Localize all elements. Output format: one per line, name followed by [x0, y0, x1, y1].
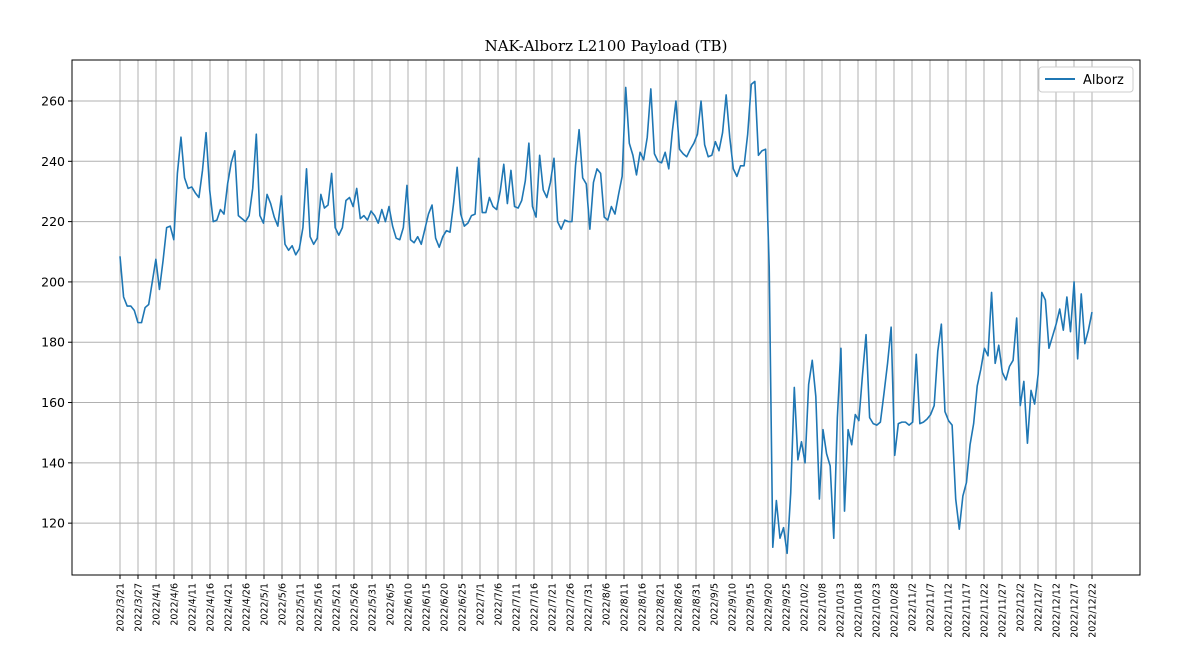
- x-tick-label: 2022/4/16: [206, 583, 217, 632]
- x-tick-label: 2022/3/21: [116, 583, 127, 632]
- x-tick-label: 2022/11/27: [998, 583, 1009, 638]
- y-tick-label: 180: [41, 335, 65, 350]
- x-tick-label: 2022/3/27: [134, 583, 145, 632]
- x-tick-label: 2022/7/6: [494, 583, 505, 626]
- y-axis: 120 140 160 180 200 220 240 260: [41, 94, 72, 531]
- x-tick-label: 2022/10/2: [800, 583, 811, 632]
- x-tick-label: 2022/5/16: [314, 583, 325, 632]
- x-tick-label: 2022/10/23: [872, 583, 883, 638]
- x-tick-label: 2022/9/5: [710, 583, 721, 626]
- x-tick-label: 2022/8/26: [674, 583, 685, 632]
- chart-title: NAK-Alborz L2100 Payload (TB): [485, 37, 728, 55]
- x-tick-label: 2022/5/1: [260, 583, 271, 626]
- x-tick-label: 2022/9/10: [728, 583, 739, 632]
- x-tick-label: 2022/8/11: [620, 583, 631, 632]
- x-axis: 2022/3/21 2022/3/27 2022/4/1 2022/4/6 2022/4…: [116, 575, 1099, 638]
- x-tick-label: 2022/10/28: [890, 583, 901, 638]
- y-tick-label: 160: [41, 395, 65, 410]
- y-tick-label: 140: [41, 455, 65, 470]
- x-tick-label: 2022/10/18: [854, 583, 865, 638]
- x-tick-label: 2022/7/11: [512, 583, 523, 632]
- x-tick-label: 2022/12/2: [1016, 583, 1027, 632]
- x-tick-label: 2022/5/31: [368, 583, 379, 632]
- x-tick-label: 2022/6/25: [458, 583, 469, 632]
- x-tick-label: 2022/5/6: [278, 583, 289, 626]
- y-tick-label: 240: [41, 154, 65, 169]
- x-tick-label: 2022/7/21: [548, 583, 559, 632]
- series-layer: [119, 80, 1093, 555]
- legend-box: [1038, 66, 1134, 93]
- x-tick-label: 2022/12/7: [1034, 583, 1045, 632]
- series-line-alborz: [119, 80, 1093, 555]
- x-tick-label: 2022/7/1: [476, 583, 487, 626]
- x-tick-label: 2022/10/13: [836, 583, 847, 638]
- x-tick-label: 2022/8/16: [638, 583, 649, 632]
- legend-label: Alborz: [1083, 73, 1124, 88]
- x-tick-label: 2022/8/21: [656, 583, 667, 632]
- y-tick-label: 220: [41, 214, 65, 229]
- x-tick-label: 2022/11/12: [944, 583, 955, 638]
- x-tick-label: 2022/7/26: [566, 583, 577, 632]
- x-tick-label: 2022/4/1: [152, 583, 163, 626]
- x-tick-label: 2022/8/31: [692, 583, 703, 632]
- legend: Alborz: [1038, 66, 1134, 93]
- x-tick-label: 2022/11/7: [926, 583, 937, 632]
- x-tick-label: 2022/11/2: [908, 583, 919, 632]
- x-tick-label: 2022/9/25: [782, 583, 793, 632]
- x-tick-label: 2022/5/11: [296, 583, 307, 632]
- x-tick-label: 2022/5/26: [350, 583, 361, 632]
- x-tick-label: 2022/5/21: [332, 583, 343, 632]
- x-tick-label: 2022/6/10: [404, 583, 415, 632]
- x-tick-label: 2022/4/6: [170, 583, 181, 626]
- x-tick-label: 2022/6/20: [440, 583, 451, 632]
- x-tick-label: 2022/8/6: [602, 583, 613, 626]
- grid: [72, 60, 1140, 575]
- x-tick-label: 2022/9/15: [746, 583, 757, 632]
- x-tick-label: 2022/4/26: [242, 583, 253, 632]
- x-tick-label: 2022/12/12: [1052, 583, 1063, 638]
- x-tick-label: 2022/12/22: [1088, 583, 1099, 638]
- y-tick-label: 120: [41, 516, 65, 531]
- x-tick-label: 2022/4/21: [224, 583, 235, 632]
- y-tick-label: 260: [41, 94, 65, 109]
- x-tick-label: 2022/7/16: [530, 583, 541, 632]
- x-tick-label: 2022/9/20: [764, 583, 775, 632]
- x-tick-label: 2022/6/15: [422, 583, 433, 632]
- x-tick-label: 2022/4/11: [188, 583, 199, 632]
- x-tick-label: 2022/10/8: [818, 583, 829, 632]
- x-tick-label: 2022/11/22: [980, 583, 991, 638]
- x-tick-label: 2022/7/31: [584, 583, 595, 632]
- y-tick-label: 200: [41, 274, 65, 289]
- x-tick-label: 2022/6/5: [386, 583, 397, 626]
- x-tick-label: 2022/11/17: [962, 583, 973, 638]
- x-tick-label: 2022/12/17: [1070, 583, 1081, 638]
